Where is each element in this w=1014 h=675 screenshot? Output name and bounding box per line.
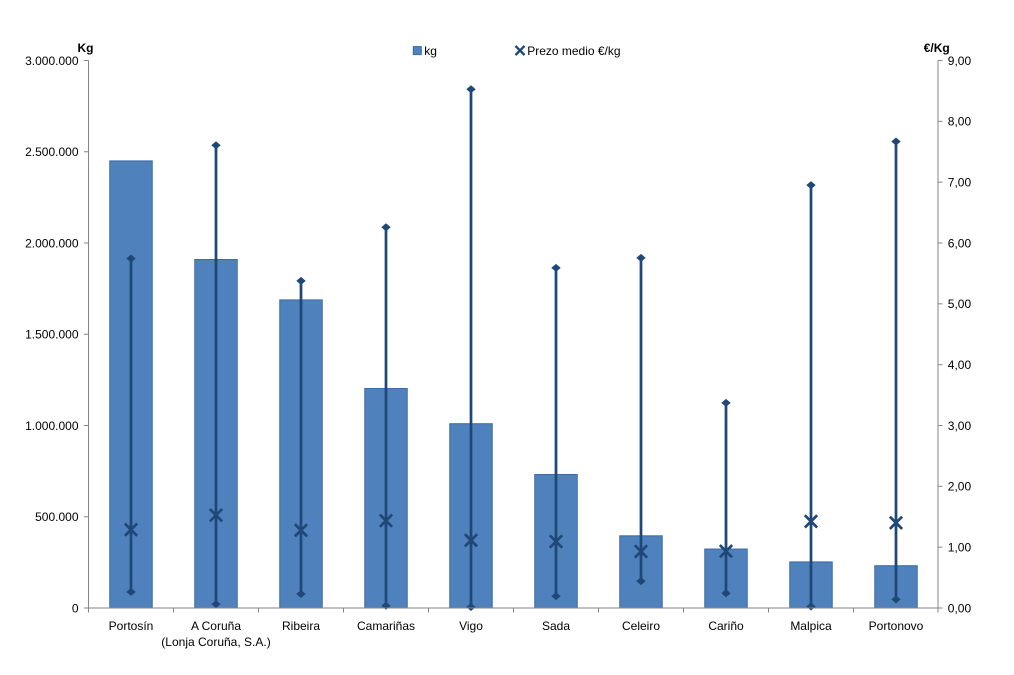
svg-text:Celeiro: Celeiro [622, 619, 660, 633]
svg-text:Sada: Sada [542, 619, 570, 633]
svg-text:2.500.000: 2.500.000 [25, 145, 79, 159]
svg-text:Ribeira: Ribeira [282, 619, 320, 633]
svg-text:0: 0 [72, 601, 79, 615]
svg-text:3,00: 3,00 [948, 419, 972, 433]
svg-text:500.000: 500.000 [35, 510, 79, 524]
svg-text:4,00: 4,00 [948, 358, 972, 372]
svg-text:2,00: 2,00 [948, 480, 972, 494]
svg-text:A Coruña: A Coruña [191, 619, 241, 633]
svg-text:Vigo: Vigo [459, 619, 483, 633]
svg-text:Camariñas: Camariñas [357, 619, 415, 633]
svg-text:1.000.000: 1.000.000 [25, 419, 79, 433]
svg-text:3.000.000: 3.000.000 [25, 54, 79, 68]
svg-text:Kg: Kg [78, 41, 94, 55]
svg-text:0,00: 0,00 [948, 601, 972, 615]
svg-text:5,00: 5,00 [948, 297, 972, 311]
svg-text:6,00: 6,00 [948, 236, 972, 250]
svg-text:Portonovo: Portonovo [869, 619, 924, 633]
svg-text:€/Kg: €/Kg [924, 41, 950, 55]
svg-text:Prezo medio €/kg: Prezo medio €/kg [527, 44, 620, 58]
svg-text:2.000.000: 2.000.000 [25, 236, 79, 250]
svg-text:(Lonja Coruña, S.A.): (Lonja Coruña, S.A.) [161, 635, 270, 649]
svg-text:Malpica: Malpica [790, 619, 832, 633]
svg-text:1.500.000: 1.500.000 [25, 328, 79, 342]
svg-text:kg: kg [424, 44, 437, 58]
svg-text:1,00: 1,00 [948, 540, 972, 554]
svg-text:Cariño: Cariño [708, 619, 744, 633]
svg-text:7,00: 7,00 [948, 175, 972, 189]
svg-text:Portosín: Portosín [109, 619, 154, 633]
svg-text:8,00: 8,00 [948, 115, 972, 129]
svg-text:9,00: 9,00 [948, 54, 972, 68]
